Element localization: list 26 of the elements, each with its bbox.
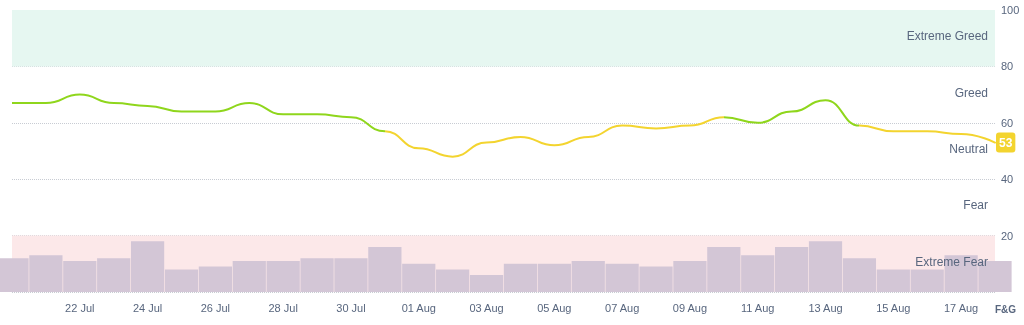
annotation: Fear <box>963 198 989 213</box>
y-tick-label: 20 <box>1001 229 1014 242</box>
x-tick-label: 17 Aug <box>943 301 979 314</box>
x-tick-label: 11 Aug <box>741 301 775 314</box>
y-tick-label: 60 <box>1001 116 1014 129</box>
x-tick-label: 28 Jul <box>268 301 298 314</box>
band-label: Extreme Greed <box>906 29 989 44</box>
x-tick-label: 09 Aug <box>672 301 708 314</box>
y-tick-label: 40 <box>1001 173 1014 186</box>
x-tick-label: 13 Aug <box>808 301 843 314</box>
data-label: 53 <box>999 135 1013 150</box>
y-tick-label: 80 <box>1001 60 1014 73</box>
x-tick-label: 07 Aug <box>605 301 640 314</box>
x-tick-label: 05 Aug <box>537 301 572 314</box>
x-tick-label: 15 Aug <box>876 301 911 314</box>
x-tick-label: 22 Jul <box>65 301 95 314</box>
x-tick-label: 24 Jul <box>132 301 163 314</box>
x-tick-label: 03 Aug <box>469 301 504 314</box>
y-tick-label: 100 <box>1001 4 1020 16</box>
annotation: Greed <box>954 85 989 100</box>
annotation: Neutral <box>949 142 988 156</box>
band-label: Extreme Fear <box>915 254 988 269</box>
x-tick-label: 30 Jul <box>336 301 366 314</box>
x-tick-label: 26 Jul <box>200 301 231 314</box>
x-tick-label: 01 Aug <box>401 301 436 314</box>
y-axis-title: F&G <box>995 303 1017 315</box>
